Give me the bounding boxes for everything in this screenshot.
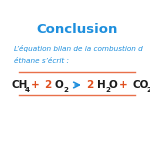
Text: 2: 2	[44, 80, 52, 90]
Text: Conclusion: Conclusion	[36, 23, 118, 36]
Text: 2: 2	[63, 87, 69, 93]
Text: éthane s’écrit :: éthane s’écrit :	[14, 58, 69, 64]
Text: L’équation bilan de la combustion d: L’équation bilan de la combustion d	[14, 45, 143, 52]
Text: CO: CO	[133, 80, 149, 90]
Text: +: +	[30, 80, 39, 90]
Text: O: O	[109, 80, 118, 90]
Text: H: H	[97, 80, 105, 90]
Text: 2: 2	[86, 80, 93, 90]
Text: +: +	[119, 80, 128, 90]
Text: O: O	[55, 80, 64, 90]
Text: 4: 4	[25, 87, 30, 93]
Text: CH: CH	[12, 80, 28, 90]
Text: 2: 2	[147, 87, 150, 93]
Text: 2: 2	[105, 87, 110, 93]
